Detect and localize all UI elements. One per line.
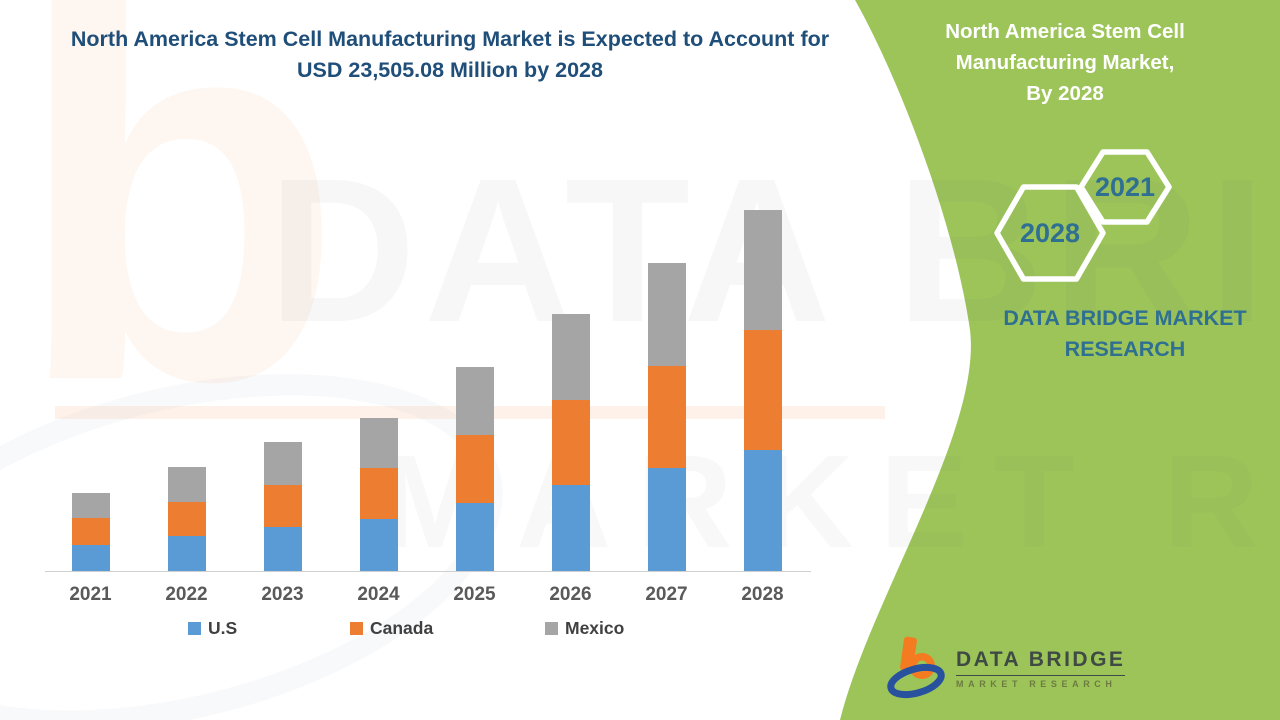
bar-segment-mexico-2022 xyxy=(167,466,206,502)
bar-segment-canada-2026 xyxy=(551,400,590,485)
bar-segment-mexico-2026 xyxy=(551,313,590,400)
panel-heading: North America Stem Cell Manufacturing Ma… xyxy=(945,20,1185,105)
bar-segment-canada-2023 xyxy=(263,485,302,527)
legend-item-canada: Canada xyxy=(350,618,433,638)
chart-title: North America Stem Cell Manufacturing Ma… xyxy=(70,27,830,82)
bar-segment-us-2028 xyxy=(743,450,782,571)
bar-segment-us-2025 xyxy=(455,503,494,571)
bar-segment-mexico-2028 xyxy=(743,210,782,331)
panel-brand-text: DATA BRIDGE MARKET RESEARCH xyxy=(1003,306,1247,361)
bar-segment-canada-2022 xyxy=(167,501,206,536)
bar-segment-canada-2021 xyxy=(71,518,110,546)
data-bridge-logo-icon xyxy=(887,636,945,699)
legend-label-us: U.S xyxy=(208,618,238,638)
bar-segment-mexico-2027 xyxy=(647,263,686,367)
bar-segment-us-2027 xyxy=(647,468,686,571)
bar-segment-canada-2028 xyxy=(743,330,782,451)
hexagon-2028-label: 2028 xyxy=(1020,218,1080,248)
legend-label-mexico: Mexico xyxy=(565,618,625,638)
legend-swatch-us xyxy=(188,621,201,635)
bar-segment-mexico-2023 xyxy=(263,442,302,485)
company-logo-divider xyxy=(956,674,1126,676)
bar-segment-us-2023 xyxy=(263,527,302,571)
bar-segment-canada-2025 xyxy=(455,435,494,504)
bar-segment-mexico-2025 xyxy=(455,367,494,436)
hexagon-2021-outline xyxy=(1078,149,1172,225)
bar-segment-canada-2027 xyxy=(647,366,686,469)
legend-item-us: U.S xyxy=(188,618,237,638)
company-logo-subtitle: MARKET RESEARCH xyxy=(956,678,1117,689)
legend-label-canada: Canada xyxy=(370,618,434,638)
company-logo-title: DATA BRIDGE xyxy=(956,647,1126,671)
company-logo-text: DATA BRIDGE MARKET RESEARCH xyxy=(956,647,1126,689)
hexagon-2028-outline xyxy=(994,184,1106,282)
bar-segment-us-2026 xyxy=(551,485,590,571)
legend-item-mexico: Mexico xyxy=(545,618,624,638)
bar-segment-us-2021 xyxy=(71,545,110,571)
bar-segment-mexico-2021 xyxy=(71,492,110,519)
legend-swatch-canada xyxy=(350,621,363,635)
year-hexagons: 2021 2028 xyxy=(994,149,1172,282)
bar-segment-canada-2024 xyxy=(359,468,398,520)
hexagon-2021-label: 2021 xyxy=(1095,172,1155,202)
bar-chart-plot-area xyxy=(45,140,811,572)
bar-segment-us-2024 xyxy=(359,519,398,571)
legend-swatch-mexico xyxy=(545,621,558,635)
chart-legend: U.S Canada Mexico xyxy=(0,618,860,642)
bar-segment-us-2022 xyxy=(167,535,206,571)
bar-segment-mexico-2024 xyxy=(359,418,398,469)
company-logo: DATA BRIDGE MARKET RESEARCH xyxy=(886,636,1126,700)
